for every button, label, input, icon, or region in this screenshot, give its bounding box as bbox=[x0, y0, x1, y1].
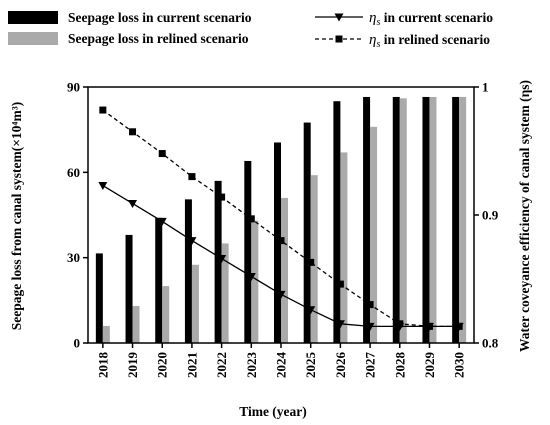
bar-current-2030 bbox=[452, 96, 460, 343]
marker-eta-current-2026 bbox=[335, 320, 345, 329]
marker-eta-current-2025 bbox=[306, 306, 316, 315]
x-tick-label-2025: 2025 bbox=[303, 352, 318, 379]
bars bbox=[95, 96, 467, 343]
bar-relined-2020 bbox=[162, 286, 170, 343]
bar-relined-2022 bbox=[221, 243, 229, 343]
bar-current-2019 bbox=[125, 234, 133, 343]
x-tick-label-2029: 2029 bbox=[422, 352, 437, 379]
bar-relined-2021 bbox=[191, 264, 199, 343]
marker-eta-relined-2027 bbox=[366, 301, 374, 309]
legend-label-current: Seepage loss in current scenario bbox=[68, 10, 252, 25]
marker-eta-relined-2018 bbox=[99, 106, 107, 114]
bar-relined-2018 bbox=[102, 325, 110, 343]
legend-swatch-current bbox=[8, 11, 58, 24]
bar-relined-2026 bbox=[340, 152, 348, 343]
bar-current-2018 bbox=[95, 253, 103, 343]
legend-label-eta-relined: ηs in relined scenario bbox=[369, 32, 490, 50]
x-tick-label-2028: 2028 bbox=[392, 352, 407, 379]
y-axis-right-title: Water coveyance efficiency of canal syst… bbox=[517, 80, 532, 352]
y-axis-left-title: Seepage loss from canal system(×10⁴m³) bbox=[9, 102, 24, 331]
x-axis-title: Time (year) bbox=[239, 404, 307, 419]
legend-marker-relined bbox=[335, 35, 343, 43]
marker-eta-current-2024 bbox=[276, 290, 286, 299]
marker-eta-current-2021 bbox=[187, 237, 197, 246]
y-right-tick-label: 0.8 bbox=[482, 336, 499, 351]
bar-current-2020 bbox=[155, 217, 163, 343]
x-tick-label-2022: 2022 bbox=[214, 352, 229, 378]
marker-eta-current-2022 bbox=[217, 255, 227, 264]
y-left-tick-label: 0 bbox=[74, 336, 81, 351]
bar-relined-2029 bbox=[429, 96, 437, 343]
x-tick-label-2026: 2026 bbox=[333, 352, 348, 379]
lines bbox=[98, 106, 464, 331]
marker-eta-current-2023 bbox=[246, 272, 256, 281]
axis-titles: Time (year) Seepage loss from canal syst… bbox=[9, 80, 532, 419]
marker-eta-relined-2023 bbox=[247, 215, 255, 223]
axes: 0 30 60 90 0.8 0.9 1 2018 2019 2020 2021 2022 2023 20… bbox=[67, 80, 499, 379]
bar-current-2028 bbox=[392, 96, 400, 343]
bar-relined-2024 bbox=[281, 197, 288, 343]
legend-marker-current bbox=[334, 13, 344, 22]
marker-eta-relined-2025 bbox=[307, 258, 315, 266]
marker-eta-current-2018 bbox=[98, 182, 108, 191]
legend-swatch-relined bbox=[8, 32, 58, 45]
marker-eta-relined-2021 bbox=[188, 173, 196, 181]
y-right-tick-label: 0.9 bbox=[482, 208, 499, 223]
marker-eta-relined-2028 bbox=[396, 320, 404, 328]
y-left-tick-label: 60 bbox=[67, 165, 80, 180]
bar-current-2021 bbox=[184, 199, 192, 343]
bar-relined-2030 bbox=[459, 96, 467, 343]
marker-eta-current-2019 bbox=[128, 199, 138, 208]
x-tick-label-2020: 2020 bbox=[155, 352, 170, 378]
bar-current-2023 bbox=[244, 160, 252, 343]
bar-relined-2027 bbox=[370, 126, 378, 343]
bar-current-2025 bbox=[303, 122, 311, 343]
bar-relined-2023 bbox=[251, 220, 259, 343]
y-right-tick-label: 1 bbox=[482, 80, 489, 95]
marker-eta-relined-2022 bbox=[218, 193, 226, 201]
x-tick-label-2023: 2023 bbox=[244, 352, 259, 379]
y-left-tick-label: 30 bbox=[67, 250, 80, 265]
legend: Seepage loss in current scenario Seepage … bbox=[8, 10, 493, 50]
marker-eta-relined-2020 bbox=[158, 150, 166, 158]
legend-label-eta-current: ηs in current scenario bbox=[369, 10, 493, 28]
marker-eta-relined-2029 bbox=[425, 322, 433, 330]
marker-eta-relined-2030 bbox=[455, 322, 463, 330]
marker-eta-current-2027 bbox=[365, 322, 375, 331]
legend-label-relined: Seepage loss in relined scenario bbox=[68, 31, 249, 46]
bar-current-2029 bbox=[422, 96, 430, 343]
marker-eta-relined-2026 bbox=[336, 280, 344, 288]
x-tick-label-2024: 2024 bbox=[274, 352, 289, 379]
x-tick-label-2030: 2030 bbox=[452, 352, 467, 378]
x-tick-label-2018: 2018 bbox=[95, 352, 110, 379]
bar-current-2022 bbox=[214, 180, 222, 343]
bar-relined-2028 bbox=[399, 98, 407, 343]
y-left-tick-label: 90 bbox=[67, 80, 80, 95]
marker-eta-current-2020 bbox=[157, 217, 167, 226]
marker-eta-relined-2019 bbox=[129, 128, 137, 136]
bar-current-2027 bbox=[363, 96, 371, 343]
bar-relined-2019 bbox=[132, 306, 140, 343]
x-tick-label-2027: 2027 bbox=[363, 352, 378, 379]
x-tick-label-2021: 2021 bbox=[184, 352, 199, 378]
x-tick-label-2019: 2019 bbox=[125, 352, 140, 379]
marker-eta-relined-2024 bbox=[277, 237, 285, 245]
bar-current-2026 bbox=[333, 101, 341, 343]
